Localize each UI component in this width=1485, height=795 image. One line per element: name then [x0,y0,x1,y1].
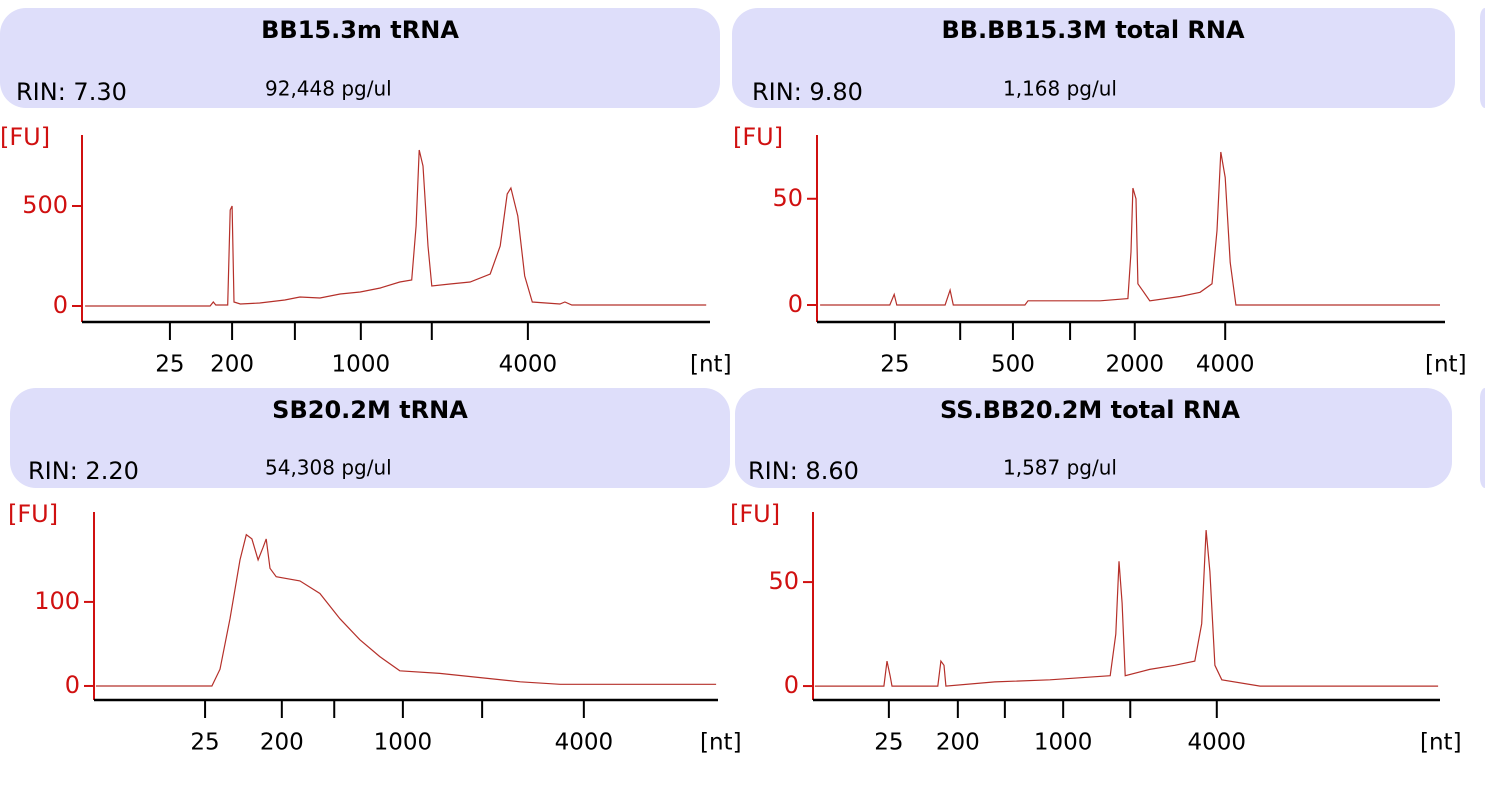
y-tick-label: 0 [53,291,68,319]
panel-header [732,8,1455,108]
y-axis-label: [FU] [8,500,58,528]
partial-panel [1480,8,1485,108]
x-tick-label: 25 [880,352,909,378]
rin: RIN: 9.80 [752,78,863,106]
rin: RIN: 8.60 [748,457,859,485]
y-tick-label: 50 [772,184,803,212]
y-tick-label: 0 [788,290,803,318]
panel: BB15.3m tRNA RIN: 7.30 92,448 pg/ul [FU] [nt… [0,8,732,378]
x-tick-label: 200 [210,352,254,378]
concentration: 1,168 pg/ul [1003,77,1117,101]
panel-title: SB20.2M tRNA [272,396,468,424]
concentration: 54,308 pg/ul [265,456,392,480]
rin: RIN: 2.20 [28,457,139,485]
x-axis-label: [nt] [690,352,732,378]
y-tick-label: 500 [22,191,68,219]
panel-header [10,388,730,488]
concentration: 92,448 pg/ul [265,77,392,101]
x-tick-label: 4000 [1196,352,1255,378]
concentration: 1,587 pg/ul [1003,456,1117,480]
x-tick-label: 4000 [1188,730,1247,756]
trace [85,149,707,307]
x-tick-label: 2000 [1105,352,1164,378]
panel: SS.BB20.2M total RNA RIN: 8.60 1,587 pg/ul… [730,388,1462,756]
x-tick-label: 25 [874,730,903,756]
y-axis-label: [FU] [0,123,50,151]
x-tick-label: 200 [936,730,980,756]
x-axis-label: [nt] [700,730,742,756]
trace [820,151,1440,306]
x-tick-label: 25 [190,730,219,756]
x-tick-label: 1000 [1034,730,1093,756]
y-tick-label: 50 [768,567,799,595]
panel-title: BB.BB15.3M total RNA [941,16,1245,44]
panel: SB20.2M tRNA RIN: 2.20 54,308 pg/ul [FU] [nt… [8,388,742,756]
x-axis-label: [nt] [1425,352,1467,378]
x-tick-label: 4000 [499,352,558,378]
panel-header [735,388,1452,488]
x-tick-label: 500 [991,352,1035,378]
y-tick-label: 0 [65,671,80,699]
x-tick-label: 200 [260,730,304,756]
panel: BB.BB15.3M total RNA RIN: 9.80 1,168 pg/ul… [732,8,1467,378]
rin: RIN: 7.30 [16,78,127,106]
x-tick-label: 25 [155,352,184,378]
trace [814,530,1439,687]
x-tick-label: 1000 [332,352,391,378]
y-axis-label: [FU] [730,500,780,528]
panel-title: SS.BB20.2M total RNA [940,396,1240,424]
y-tick-label: 100 [34,587,80,615]
y-tick-label: 0 [784,671,799,699]
trace [95,533,717,687]
x-tick-label: 1000 [374,730,433,756]
x-axis-label: [nt] [1420,730,1462,756]
x-tick-label: 4000 [555,730,614,756]
panel-header [0,8,720,108]
panel-title: BB15.3m tRNA [261,16,459,44]
partial-panel [1480,388,1485,488]
y-axis-label: [FU] [733,123,783,151]
